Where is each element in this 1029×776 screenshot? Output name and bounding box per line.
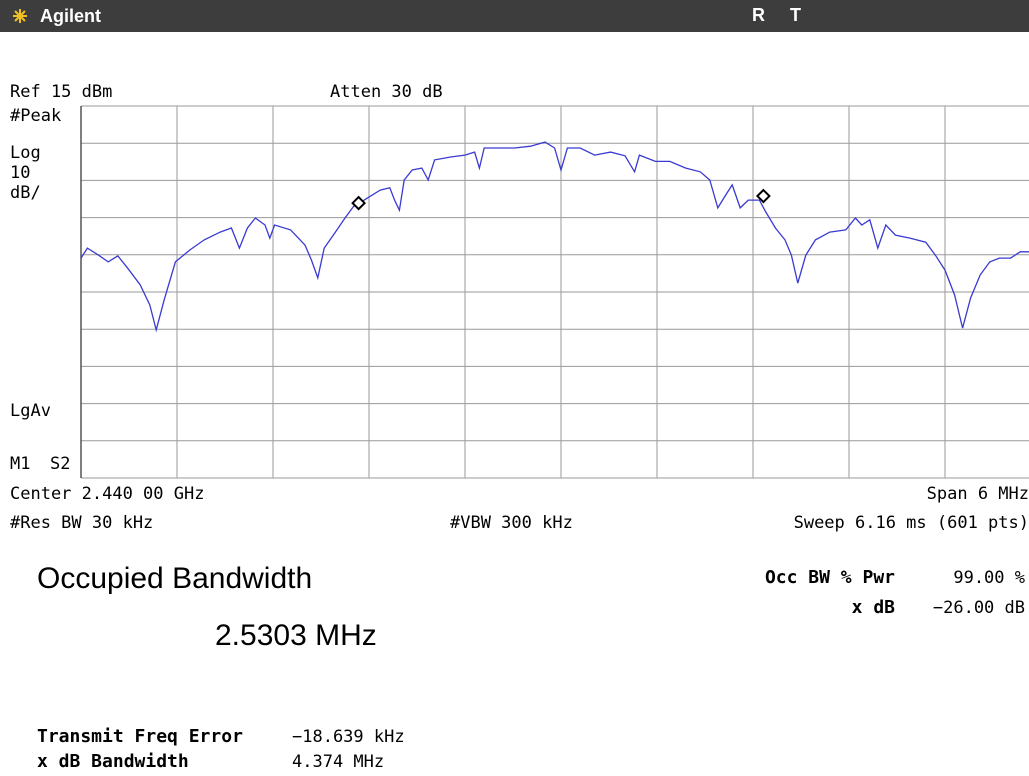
scale: Log (10, 143, 41, 163)
scale: dB/ (10, 183, 41, 203)
result-label: Transmit Freq Error (37, 726, 243, 747)
attenuation: Atten 30 dB (330, 82, 443, 102)
param-label: x dB (852, 597, 896, 618)
ref-level: Ref 15 dBm (10, 82, 112, 102)
marker (755, 188, 771, 204)
param-value: −26.00 dB (933, 598, 1025, 618)
detector: #Peak (10, 106, 61, 126)
param-label: Occ BW % Pwr (765, 567, 895, 588)
marker (351, 195, 367, 211)
average: LgAv (10, 401, 51, 421)
scale: 10 (10, 163, 30, 183)
status: T (790, 5, 801, 25)
trace-mode: S2 (50, 454, 70, 474)
sweep: Sweep 6.16 ms (601 pts) (794, 513, 1029, 533)
rbw: #Res BW 30 kHz (10, 513, 153, 533)
span: Span 6 MHz (927, 484, 1029, 504)
param-value: 99.00 % (953, 568, 1025, 588)
brand: Agilent (40, 6, 101, 26)
vbw: #VBW 300 kHz (450, 513, 573, 533)
trace (80, 141, 1029, 333)
logo (13, 9, 27, 23)
measurement-value: 2.5303 MHz (215, 619, 377, 652)
center-freq: Center 2.440 00 GHz (10, 484, 204, 504)
result-value: 4.374 MHz (292, 752, 384, 772)
status: R (752, 5, 765, 25)
measurement-title: Occupied Bandwidth (37, 562, 312, 595)
result-value: −18.639 kHz (292, 727, 405, 747)
trace-mode: M1 (10, 454, 30, 474)
header-bar (0, 0, 1029, 32)
result-label: x dB Bandwidth (37, 751, 189, 772)
